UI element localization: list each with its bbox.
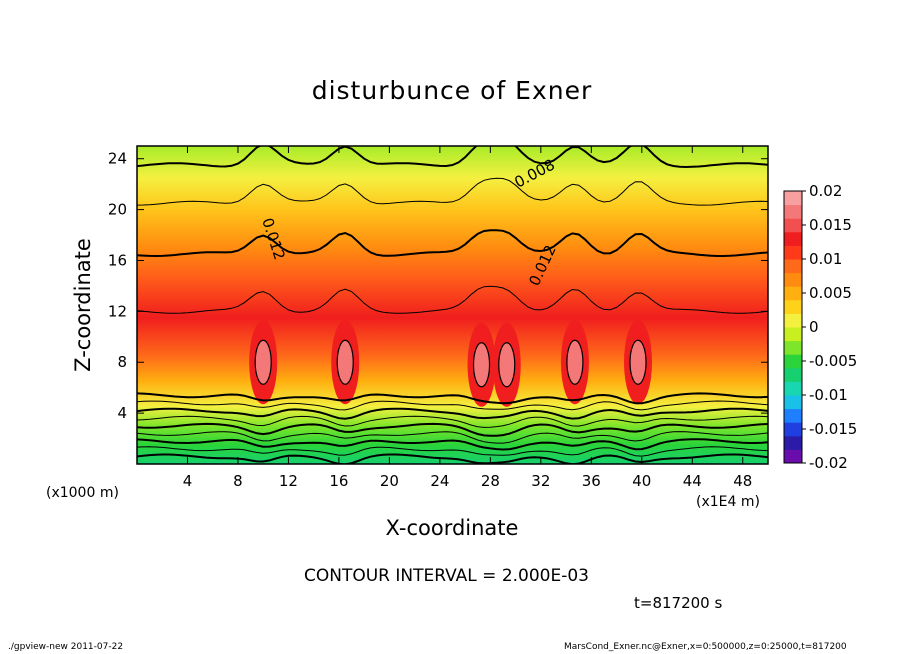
- contour-line: [137, 177, 768, 206]
- colorbar-tick-label: 0: [809, 318, 819, 336]
- chart-title: disturbunce of Exner: [311, 76, 593, 105]
- contour-line: [137, 285, 768, 314]
- y-tick-label: 12: [108, 302, 127, 320]
- colorbar-tick-label: -0.005: [809, 352, 857, 370]
- contour-line: [137, 446, 768, 457]
- colorbar-swatch: [784, 245, 802, 260]
- x-tick-label: 12: [279, 472, 298, 490]
- colorbar-swatch: [784, 272, 802, 287]
- colorbar-swatch: [784, 354, 802, 369]
- x-tick-label: 16: [329, 472, 348, 490]
- contour-line: [137, 407, 768, 420]
- x-tick-label: 44: [683, 472, 702, 490]
- colorbar-tick-label: -0.01: [809, 386, 848, 404]
- x-unit-label: (x1000 m): [46, 485, 119, 501]
- colorbar-swatch: [784, 340, 802, 355]
- contour-interval-text: CONTOUR INTERVAL = 2.000E-03: [304, 566, 589, 586]
- x-tick-label: 40: [632, 472, 651, 490]
- y-tick-label: 8: [117, 353, 127, 371]
- colorbar-tick-label: 0.015: [809, 216, 852, 234]
- colorbar-swatch: [784, 218, 802, 233]
- colorbar-swatch: [784, 259, 802, 274]
- colorbar-swatch: [784, 299, 802, 314]
- colorbar-swatch: [784, 313, 802, 328]
- peak-core: [629, 339, 647, 385]
- x-axis: 4 8 12 16 20 24 28 32 36 40 44 48: [183, 146, 752, 490]
- colorbar-swatch: [784, 395, 802, 410]
- contour-line: [137, 438, 768, 451]
- colorbar-swatch: [784, 422, 802, 437]
- y-axis: 4 8 12 16 20 24: [108, 150, 768, 422]
- y-tick-label: 16: [108, 251, 127, 269]
- colorbar-swatch: [784, 435, 802, 450]
- colorbar-swatch: [784, 408, 802, 423]
- contour-line: [137, 146, 768, 169]
- colorbar-swatch: [784, 231, 802, 246]
- x-tick-label: 28: [481, 472, 500, 490]
- contour-line: [137, 229, 768, 258]
- peak-core: [566, 339, 584, 385]
- peak-core: [472, 342, 491, 388]
- peak-core: [498, 342, 516, 388]
- y-tick-label: 20: [108, 201, 127, 219]
- colorbar-swatch: [784, 204, 802, 219]
- x-tick-label: 24: [430, 472, 449, 490]
- x-tick-label: 20: [380, 472, 399, 490]
- field-layer: [137, 146, 768, 464]
- footer-left: ./gpview-new 2011-07-22: [8, 642, 124, 652]
- colorbar-swatch: [784, 367, 802, 382]
- peak-layer: [249, 320, 653, 407]
- x-axis-label: X-coordinate: [386, 516, 519, 540]
- colorbar-swatch: [784, 327, 802, 342]
- x-tick-label: 32: [531, 472, 550, 490]
- contour-line: [137, 400, 768, 411]
- contour-line: [137, 431, 768, 444]
- colorbar-swatch: [784, 286, 802, 301]
- y-tick-label: 24: [108, 150, 127, 168]
- contour-line: [137, 415, 768, 428]
- contour-lines: [137, 146, 768, 464]
- colorbar-tick-label: 0.01: [809, 250, 842, 268]
- contour-line: [137, 392, 768, 405]
- colorbar-tick-label: 0.005: [809, 284, 852, 302]
- y-tick-label: 4: [117, 404, 127, 422]
- contour-line: [137, 422, 768, 437]
- x-scale-label: (x1E4 m): [696, 494, 760, 510]
- peak-core: [254, 339, 272, 385]
- colorbar-tick-label: -0.015: [809, 420, 857, 438]
- colorbar-swatch: [784, 191, 802, 206]
- time-stamp: t=817200 s: [634, 594, 723, 612]
- colorbar-swatch: [784, 381, 802, 396]
- x-tick-label: 48: [733, 472, 752, 490]
- colorbar-swatch: [784, 449, 802, 464]
- x-tick-label: 8: [233, 472, 243, 490]
- footer-right: MarsCond_Exner.nc@Exner,x=0:500000,z=0:2…: [564, 642, 847, 652]
- y-axis-label: Z-coordinate: [71, 238, 95, 372]
- colorbar-tick-label: 0.02: [809, 182, 842, 200]
- colorbar: 0.02 0.015 0.01 0.005 0 -0.005 -0.01 -0.015 -0.0…: [783, 182, 857, 472]
- x-tick-label: 4: [183, 472, 193, 490]
- colorbar-tick-label: -0.02: [809, 454, 848, 472]
- plot-frame: [136, 145, 769, 465]
- contour-line: [137, 453, 768, 464]
- x-tick-label: 36: [582, 472, 601, 490]
- peak-core: [336, 339, 354, 385]
